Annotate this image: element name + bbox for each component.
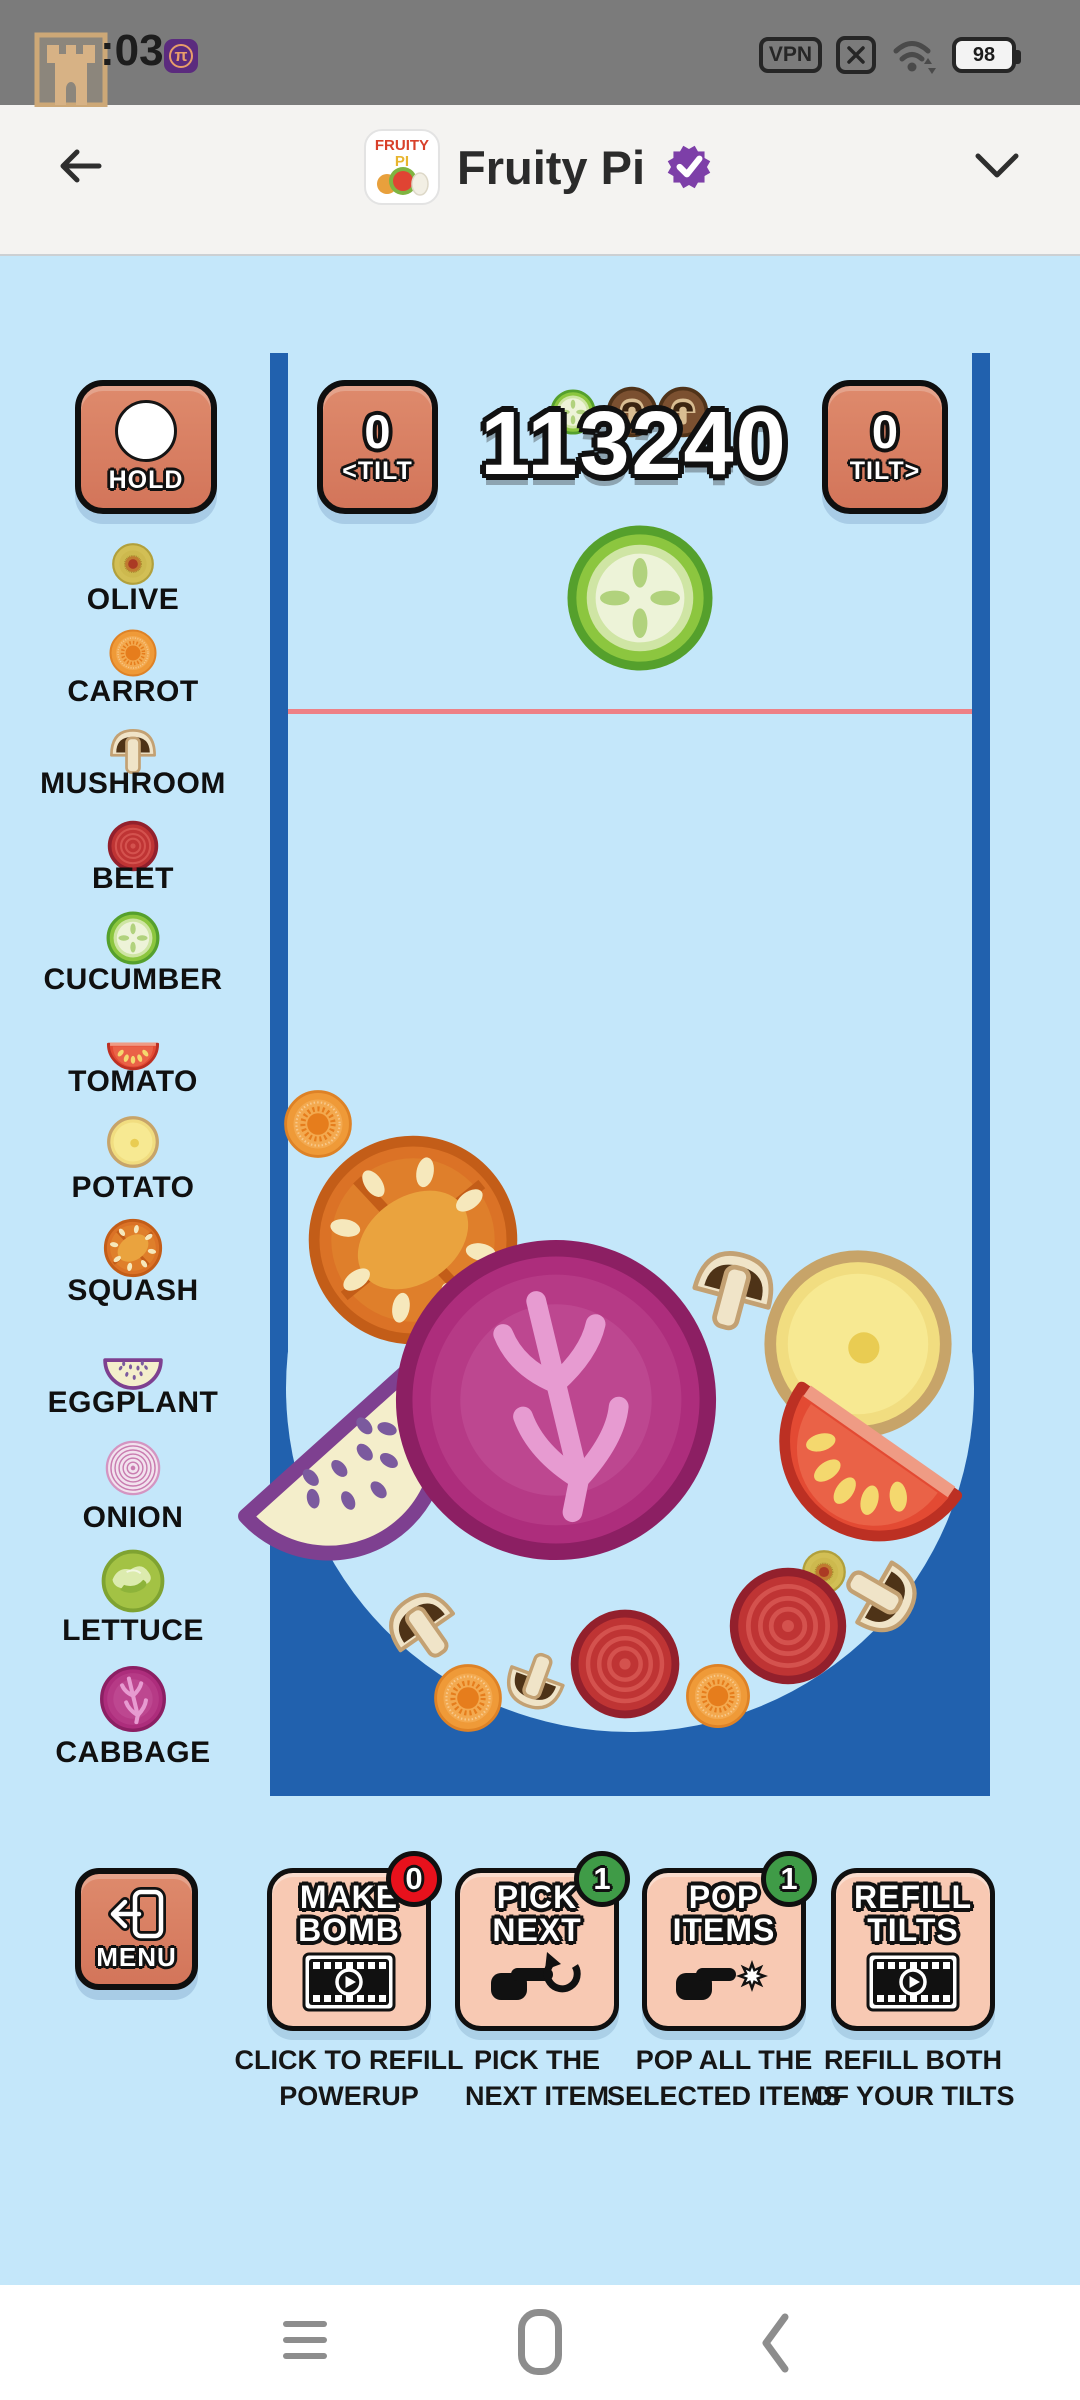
squash-glyph xyxy=(103,1218,163,1278)
lettuce-icon xyxy=(101,1549,165,1613)
android-nav-bar xyxy=(0,2285,1080,2400)
pile-item-beet xyxy=(734,1572,842,1680)
refill-tilts-caption: REFILL BOTH OF YOUR TILTS xyxy=(811,2045,1015,2111)
page-title: Fruity Pi xyxy=(456,140,646,194)
cabbage-glyph xyxy=(102,1668,165,1731)
header-title-group: FRUITY PI Fruity Pi xyxy=(363,125,717,209)
verified-badge-icon xyxy=(667,145,711,189)
pick-next-count-badge: 1 xyxy=(574,1851,630,1907)
svg-text:FRUITY: FRUITY xyxy=(375,137,429,154)
legend-label-lettuce: LETTUCE xyxy=(62,1614,204,1647)
castle-overlay-icon[interactable] xyxy=(33,31,109,107)
game-area: HOLD 0 <TILT 0 TILT> 113240 OLIVE CARROT M… xyxy=(0,256,1080,2285)
score: 113240 xyxy=(480,394,788,494)
no-sim-icon xyxy=(836,36,876,74)
olive-glyph xyxy=(112,543,154,585)
legend-label-squash: SQUASH xyxy=(67,1274,199,1307)
hand-burst-icon xyxy=(674,1952,774,2013)
pop-items-button[interactable]: POP ITEMS 1 xyxy=(642,1851,817,2031)
potato-icon xyxy=(107,1116,159,1168)
svg-text:PI: PI xyxy=(395,153,409,170)
container-right-wall xyxy=(972,353,990,1796)
legend-label-olive: OLIVE xyxy=(86,583,180,616)
castle-battlement xyxy=(47,45,95,63)
exit-icon xyxy=(107,1887,166,1941)
video-ad-icon xyxy=(866,1952,960,2017)
legend-label-tomato: TOMATO xyxy=(68,1065,198,1098)
legend-label-cucumber: CUCUMBER xyxy=(43,963,223,996)
pile-item-cabbage xyxy=(404,1248,708,1552)
pile-item-beet xyxy=(575,1614,676,1715)
tilt-right-count: 0 xyxy=(871,405,899,458)
chevron-down-icon[interactable] xyxy=(972,151,1022,181)
pile-item-carrot xyxy=(687,1665,748,1726)
container-left-wall xyxy=(270,353,288,1796)
make-bomb-caption: CLICK TO REFILL POWERUP xyxy=(234,2045,464,2111)
recent-apps-icon[interactable] xyxy=(283,2321,327,2369)
squash-icon xyxy=(103,1218,163,1278)
pick-next-title: PICK NEXT xyxy=(492,1879,582,1948)
pile-item-carrot xyxy=(436,1666,501,1731)
olive-icon xyxy=(112,543,154,585)
nav-back-icon[interactable] xyxy=(758,2312,792,2374)
hold-label: HOLD xyxy=(108,465,184,494)
make-bomb-count-badge: 0 xyxy=(386,1851,442,1907)
legend-label-potato: POTATO xyxy=(71,1171,195,1204)
pop-items-count-badge: 1 xyxy=(761,1851,817,1907)
cabbage-icon xyxy=(99,1665,167,1733)
legend-label-cabbage: CABBAGE xyxy=(55,1736,211,1769)
battery-icon: 98 xyxy=(952,37,1021,73)
potato-glyph xyxy=(107,1116,159,1168)
back-arrow-icon[interactable] xyxy=(55,145,103,187)
pi-network-icon: π xyxy=(164,39,198,73)
onion-icon xyxy=(105,1440,161,1496)
carrot-glyph xyxy=(108,628,158,678)
tilt-left-count: 0 xyxy=(364,405,391,458)
battery-percent: 98 xyxy=(972,43,996,66)
hold-slot-circle xyxy=(115,399,177,462)
wifi-icon xyxy=(893,41,936,74)
hold-button[interactable]: HOLD xyxy=(75,380,217,514)
refill-tilts-button[interactable]: REFILL TILTS xyxy=(831,1868,995,2031)
tilt-right-label: TILT> xyxy=(849,457,921,485)
hand-redo-icon xyxy=(487,1952,587,2013)
tilt-right-button[interactable]: 0 TILT> xyxy=(822,380,948,514)
pop-items-title: POP ITEMS xyxy=(672,1879,776,1948)
vpn-icon: VPN xyxy=(758,37,822,73)
lettuce-glyph xyxy=(101,1549,165,1613)
game-board xyxy=(0,353,990,1796)
carrot-icon xyxy=(108,628,158,678)
menu-label: MENU xyxy=(96,1942,177,1972)
legend-label-beet: BEET xyxy=(91,862,174,895)
eggplant-glyph xyxy=(103,1358,163,1390)
home-icon[interactable] xyxy=(518,2309,562,2375)
refill-tilts-title: REFILL TILTS xyxy=(854,1879,972,1948)
app-logo: FRUITY PI xyxy=(363,129,440,205)
legend-label-eggplant: EGGPLANT xyxy=(47,1386,219,1419)
status-bar: :03 π VPN 98 xyxy=(0,0,1080,107)
pop-items-caption: POP ALL THE SELECTED ITEMS xyxy=(606,2045,842,2111)
pick-next-caption: PICK THE NEXT ITEM xyxy=(464,2045,609,2111)
danger-line xyxy=(288,709,972,714)
cucumber-glyph xyxy=(106,911,160,965)
current-item-cucumber xyxy=(572,530,708,666)
pile-item-carrot xyxy=(286,1092,351,1157)
status-icons: VPN 98 xyxy=(758,34,1021,76)
onion-glyph xyxy=(105,1440,161,1496)
tilt-left-label: <TILT xyxy=(342,457,413,485)
legend-label-onion: ONION xyxy=(82,1501,184,1534)
legend-label-carrot: CARROT xyxy=(67,675,199,708)
castle-body xyxy=(55,63,87,105)
legend-label-mushroom: MUSHROOM xyxy=(40,767,226,800)
pick-next-button[interactable]: PICK NEXT 1 xyxy=(455,1851,630,2031)
tilt-left-button[interactable]: 0 <TILT xyxy=(317,380,438,514)
video-ad-icon xyxy=(302,1952,396,2017)
make-bomb-title: MAKE BOMB xyxy=(298,1879,400,1948)
app-header: FRUITY PI Fruity Pi xyxy=(0,105,1080,256)
status-time: :03 xyxy=(100,26,164,75)
cucumber-icon xyxy=(106,911,160,965)
menu-button[interactable]: MENU xyxy=(75,1868,198,1990)
make-bomb-button[interactable]: MAKE BOMB 0 xyxy=(267,1851,442,2031)
